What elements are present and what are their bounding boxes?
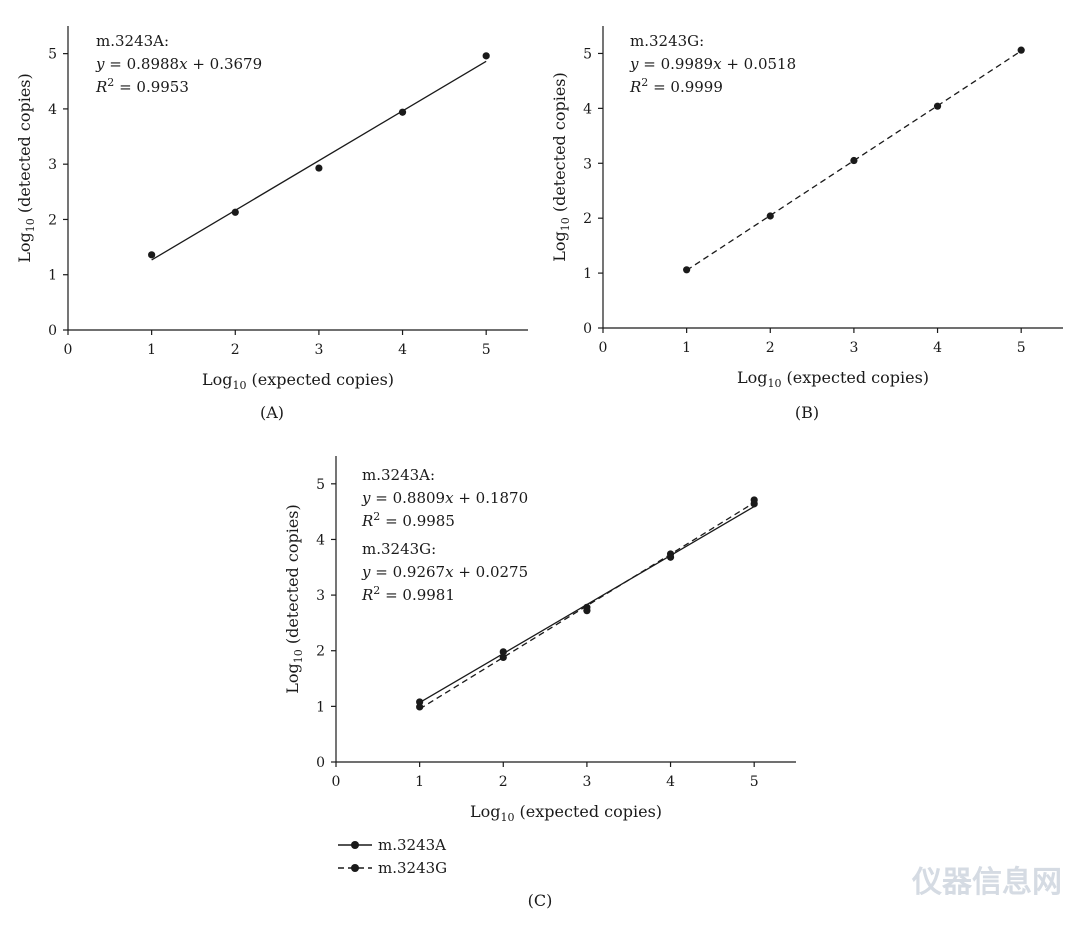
x-tick-label: 3 [582, 774, 591, 790]
panel-label: (A) [260, 403, 284, 422]
x-tick-label: 3 [314, 342, 323, 358]
x-tick-label: 5 [482, 342, 491, 358]
data-point-m.3243G [1017, 46, 1025, 54]
watermark-text: 仪器信息网 [911, 865, 1062, 900]
annotation-name: m.3243A: [96, 32, 169, 50]
annotation-name: m.3243G: [362, 540, 436, 558]
x-tick-label: 3 [849, 340, 858, 356]
annotation-equation: y = 0.8988x + 0.3679 [95, 55, 262, 73]
y-tick-label: 1 [48, 268, 57, 284]
panel-label: (C) [528, 891, 553, 910]
x-tick-label: 4 [933, 340, 942, 356]
annotation-name: m.3243A: [362, 466, 435, 484]
x-tick-label: 2 [231, 342, 240, 358]
data-point-m.3243A [499, 648, 507, 656]
chart-panel-2: 0 1 2 3 4 5 0 1 2 3 4 5 Log10 (expected copies) Log10… [283, 456, 796, 910]
annotation-r2: R2 = 0.9981 [361, 584, 455, 604]
x-tick-label: 5 [750, 774, 759, 790]
x-tick-label: 1 [147, 342, 156, 358]
data-point-m.3243G [666, 553, 675, 561]
y-tick-label: 2 [48, 212, 57, 228]
annotation-r2: R2 = 0.9953 [95, 76, 189, 96]
data-point-m.3243A [398, 108, 407, 116]
x-tick-label: 4 [398, 342, 407, 358]
panel-label: (B) [795, 403, 819, 422]
x-tick-label: 2 [499, 774, 508, 790]
data-point-m.3243G [583, 607, 591, 615]
watermark: 仪器信息网 [911, 865, 1062, 900]
x-tick-label: 2 [766, 340, 775, 356]
data-point-m.3243G [933, 102, 942, 110]
annotation-r2: R2 = 0.9985 [361, 510, 455, 530]
y-tick-label: 1 [583, 266, 592, 282]
x-tick-label: 0 [332, 774, 341, 790]
data-point-m.3243G [683, 266, 691, 274]
x-tick-label: 4 [666, 774, 675, 790]
data-point-m.3243G [416, 703, 424, 711]
fit-line-m.3243A [151, 60, 487, 261]
y-axis-label: Log10 (detected copies) [550, 72, 572, 262]
y-tick-label: 5 [48, 47, 57, 63]
legend-swatch-marker-0 [351, 841, 359, 849]
annotation-equation: y = 0.8809x + 0.1870 [361, 489, 528, 507]
x-tick-label: 0 [599, 340, 608, 356]
y-tick-label: 5 [316, 477, 325, 493]
legend: m.3243A m.3243G [338, 836, 447, 877]
x-tick-label: 1 [682, 340, 691, 356]
y-axis-label: Log10 (detected copies) [283, 504, 305, 694]
data-point-m.3243G [850, 156, 858, 165]
data-point-m.3243G [499, 653, 507, 662]
y-tick-label: 3 [583, 156, 592, 172]
annotation-equation: y = 0.9267x + 0.0275 [361, 563, 528, 581]
data-point-m.3243A [482, 52, 490, 60]
x-tick-label: 1 [415, 774, 424, 790]
fit-line-m.3243G [419, 502, 755, 710]
chart-panel-1: 0 1 2 3 4 5 0 1 2 3 4 5 Log10 (expected copies) Log10… [550, 26, 1063, 422]
x-tick-label: 0 [64, 342, 73, 358]
y-tick-label: 4 [316, 532, 325, 548]
data-point-m.3243A [231, 208, 239, 216]
data-point-m.3243G [766, 212, 774, 220]
x-axis-label: Log10 (expected copies) [470, 802, 662, 824]
y-tick-label: 0 [583, 321, 592, 337]
data-point-m.3243A [416, 698, 424, 706]
data-point-m.3243G [750, 496, 758, 504]
x-axis-label: Log10 (expected copies) [202, 370, 394, 392]
y-tick-label: 4 [48, 102, 57, 118]
data-point-m.3243A [315, 164, 323, 172]
y-tick-label: 4 [583, 101, 592, 117]
annotation-equation: y = 0.9989x + 0.0518 [629, 55, 796, 73]
x-axis-label: Log10 (expected copies) [737, 368, 929, 390]
y-tick-label: 5 [583, 46, 592, 62]
annotation-name: m.3243G: [630, 32, 704, 50]
y-tick-label: 3 [48, 157, 57, 173]
y-tick-label: 2 [316, 644, 325, 660]
legend-label-1: m.3243G [378, 859, 447, 877]
x-tick-label: 5 [1017, 340, 1026, 356]
y-tick-label: 2 [583, 211, 592, 227]
data-point-m.3243A [148, 251, 156, 259]
chart-panels: 0 1 2 3 4 5 0 1 2 3 4 5 Log10 (expected copies) Log10… [15, 26, 1063, 910]
chart-panel-0: 0 1 2 3 4 5 0 1 2 3 4 5 Log10 (expected copies) Log10… [15, 26, 528, 422]
legend-label-0: m.3243A [378, 836, 446, 854]
legend-swatch-marker-1 [351, 864, 359, 872]
annotation-r2: R2 = 0.9999 [629, 76, 723, 96]
y-tick-label: 0 [316, 755, 325, 771]
y-tick-label: 3 [316, 588, 325, 604]
y-tick-label: 0 [48, 323, 57, 339]
y-tick-label: 1 [316, 699, 325, 715]
y-axis-label: Log10 (detected copies) [15, 73, 37, 263]
